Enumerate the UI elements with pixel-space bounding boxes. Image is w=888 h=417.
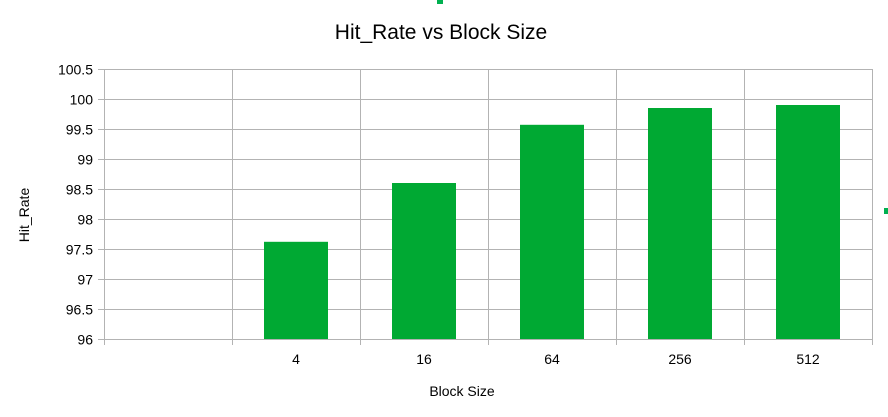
y-tick-label: 100	[70, 92, 94, 108]
selection-handle-top[interactable]	[437, 0, 443, 4]
x-tick-label: 512	[796, 351, 820, 367]
bar	[264, 241, 328, 339]
x-tick-label: 256	[668, 351, 692, 367]
y-axis-label: Hit_Rate	[16, 188, 32, 243]
x-tick-label: 4	[292, 351, 300, 367]
bar	[648, 108, 712, 339]
y-tick-label: 97	[77, 272, 93, 288]
y-tick-label: 97.5	[66, 242, 93, 258]
bar	[392, 183, 456, 339]
selection-handle-right[interactable]	[884, 208, 888, 214]
bar	[776, 105, 840, 339]
x-tick-label: 16	[416, 351, 432, 367]
bars	[264, 105, 840, 339]
x-axis: 4 16 64 256 512	[104, 69, 873, 367]
y-tick-label: 99	[77, 152, 93, 168]
y-tick-label: 100.5	[58, 62, 93, 78]
chart-title: Hit_Rate vs Block Size	[335, 21, 547, 44]
bar	[520, 124, 584, 339]
x-tick-label: 64	[544, 351, 560, 367]
gridlines	[98, 69, 872, 340]
y-tick-label: 96	[77, 332, 93, 348]
y-tick-label: 98	[77, 212, 93, 228]
y-tick-label: 96.5	[66, 302, 93, 318]
y-tick-label: 99.5	[66, 122, 93, 138]
x-axis-label: Block Size	[429, 383, 495, 399]
y-tick-label: 98.5	[66, 182, 93, 198]
y-axis-ticks: 96 96.5 97 97.5 98 98.5 99 99.5 100 100.5	[58, 62, 93, 348]
